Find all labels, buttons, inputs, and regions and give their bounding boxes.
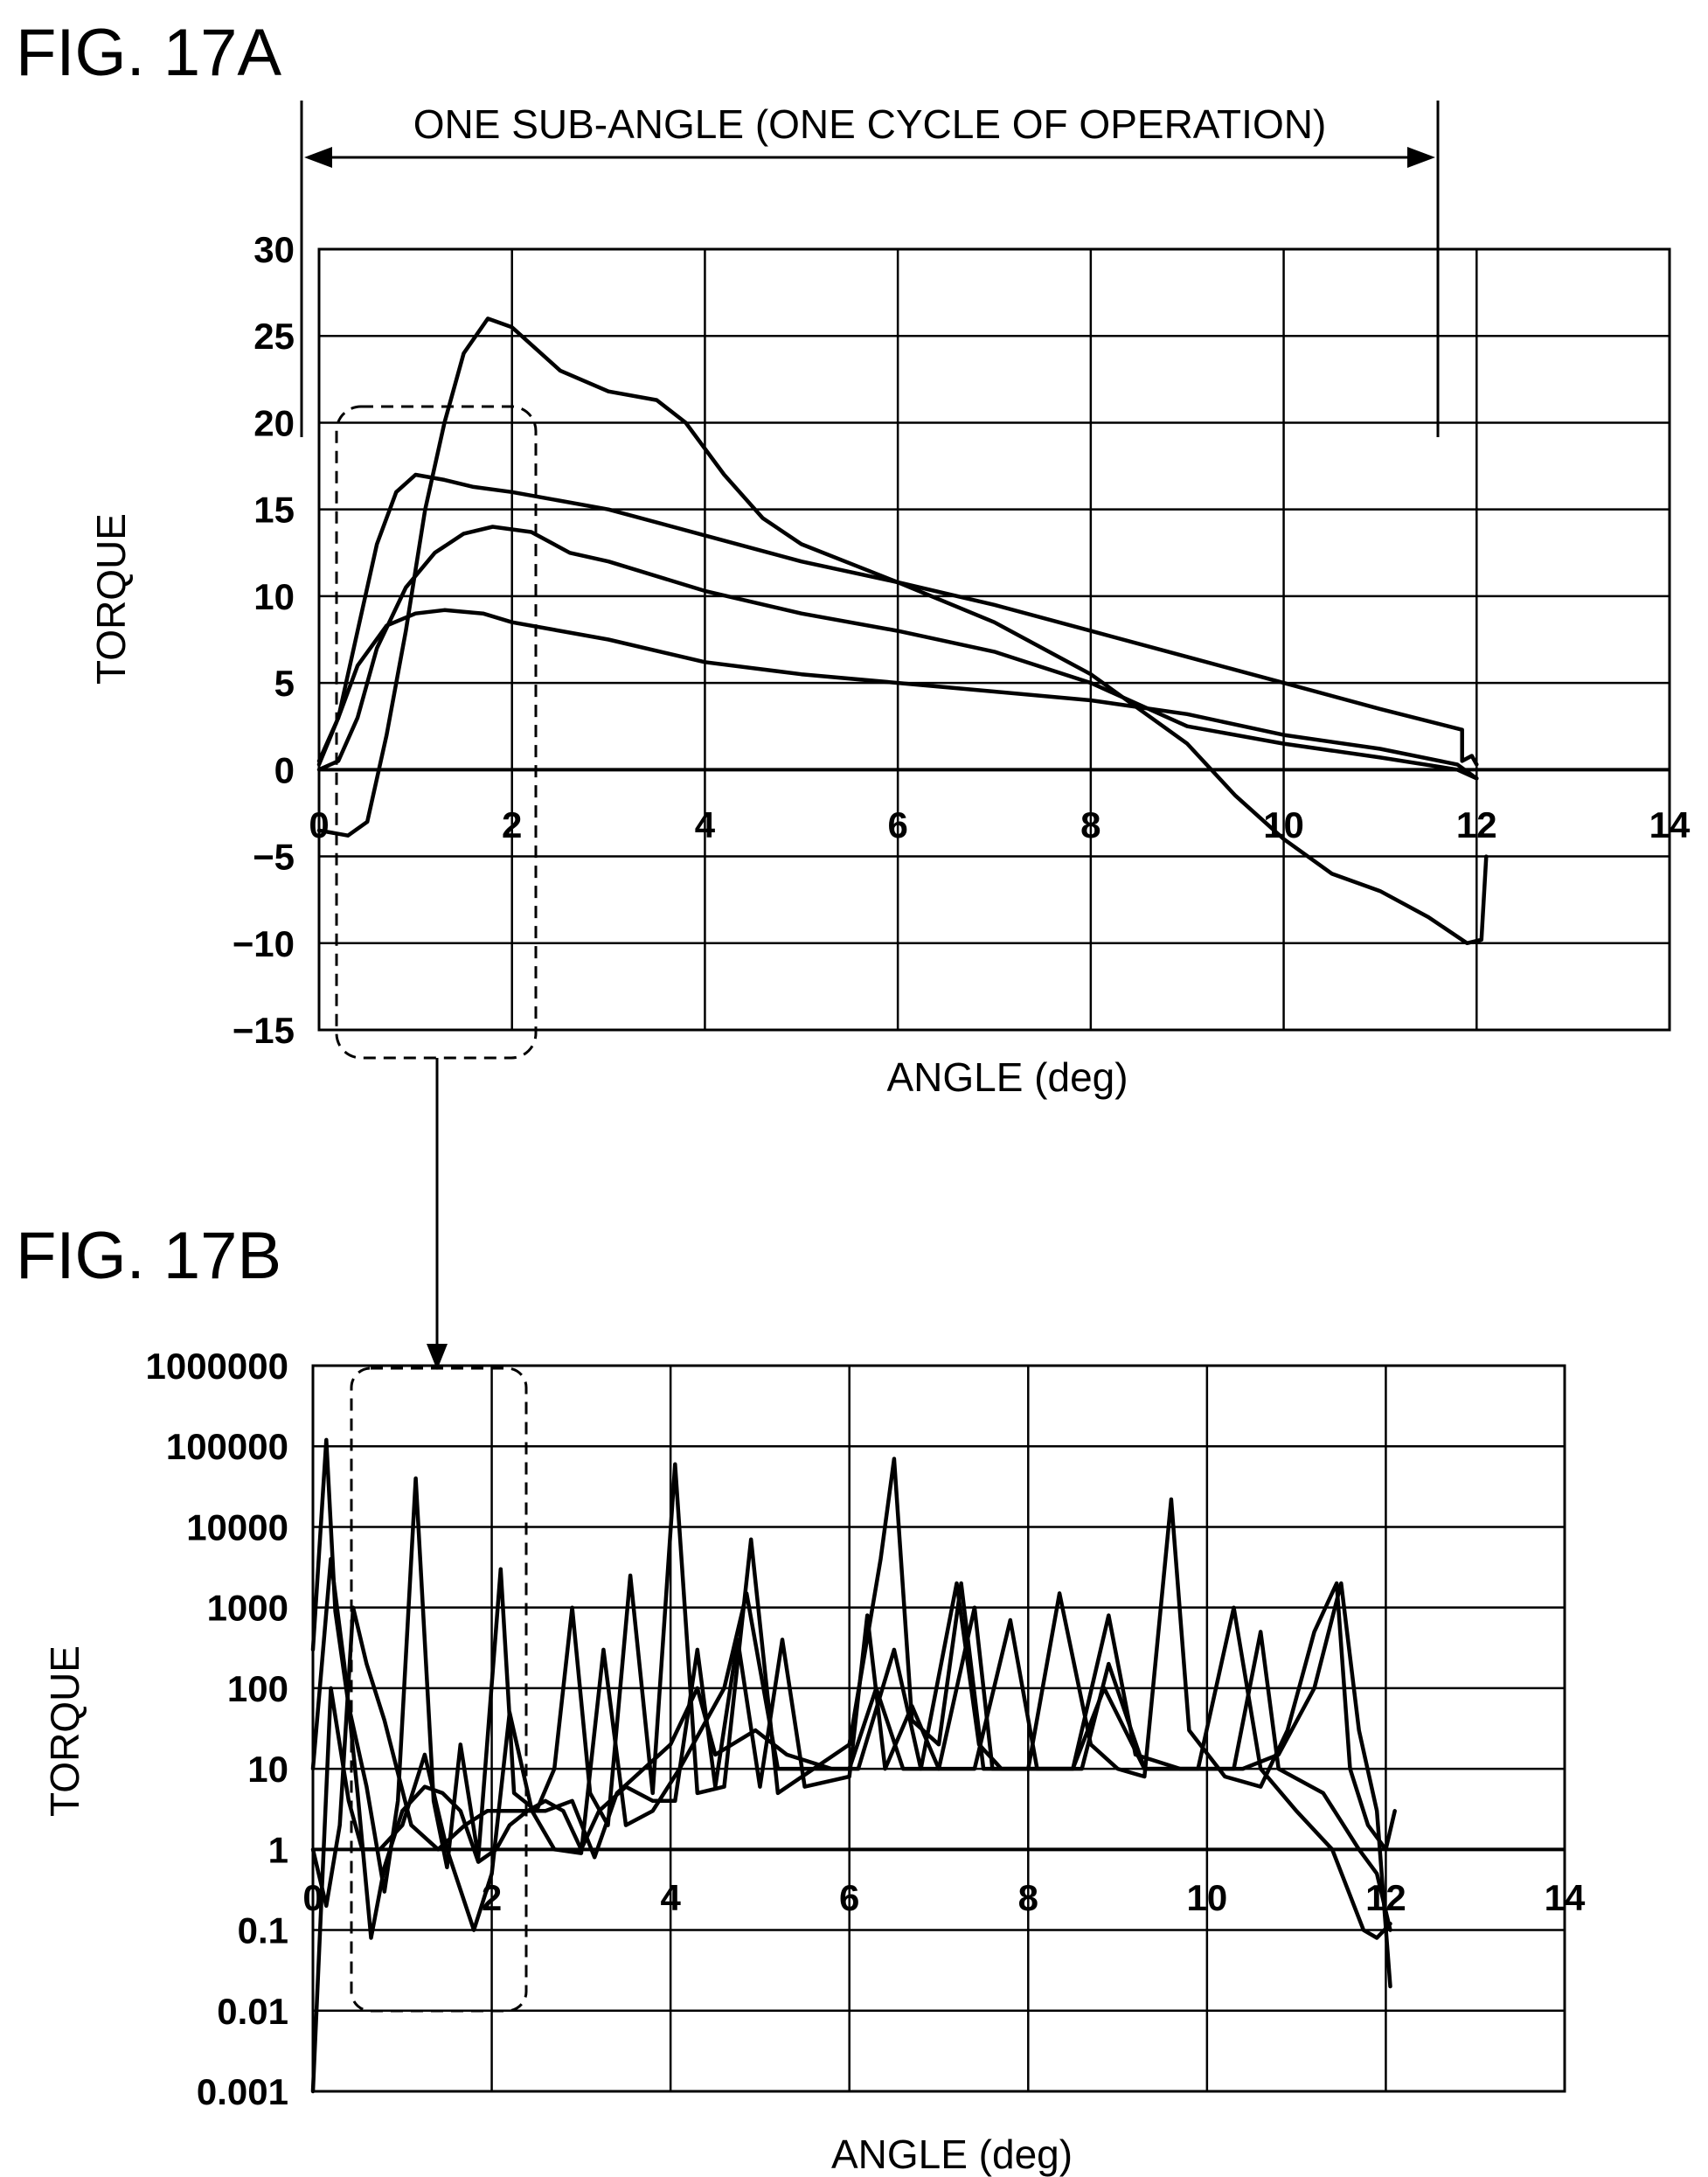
x-tick-label: 6 — [887, 804, 907, 845]
series-line-4 — [310, 1581, 1392, 2094]
y-tick-label: 10 — [253, 576, 295, 617]
zoom-connector-arrowhead — [427, 1344, 448, 1370]
y-tick-label: 30 — [253, 229, 295, 270]
x-tick-label: 6 — [839, 1877, 859, 1918]
y-tick-label: 5 — [274, 663, 295, 704]
y-axis-label: TORQUE — [88, 513, 134, 685]
y-tick-label: 0.01 — [217, 1991, 288, 2032]
x-tick-label: 0 — [302, 1877, 323, 1918]
y-tick-label: 10000 — [186, 1506, 288, 1548]
y-tick-label: 25 — [253, 316, 295, 357]
chart-fig-17b: 10000001000001000010001001010.10.010.001… — [42, 1346, 1586, 2177]
fig-17b-title: FIG. 17B — [16, 1219, 281, 1293]
sub-angle-arrow-left-head — [304, 147, 332, 168]
x-tick-label: 4 — [660, 1877, 681, 1918]
series-line-2 — [316, 472, 1479, 767]
sub-angle-arrow-right-head — [1407, 147, 1435, 168]
x-tick-label: 14 — [1649, 804, 1691, 845]
y-tick-label: 20 — [253, 402, 295, 443]
x-tick-label: 8 — [1080, 804, 1100, 845]
plot-frame — [317, 247, 1671, 1032]
y-tick-label: 0.1 — [238, 1910, 288, 1951]
y-tick-label: 1000 — [207, 1588, 288, 1629]
x-tick-label: 12 — [1456, 804, 1497, 845]
y-tick-label: 0.001 — [197, 2071, 288, 2112]
y-tick-label: 100000 — [166, 1426, 288, 1467]
plot-frame — [311, 1364, 1566, 2093]
x-tick-label: 10 — [1186, 1877, 1227, 1918]
zoom-region-box-b — [350, 1367, 528, 2013]
series-line-3 — [310, 1581, 1392, 1940]
y-tick-label: −15 — [233, 1010, 295, 1051]
fig-17a-title: FIG. 17A — [16, 16, 281, 90]
sub-angle-annotation: ONE SUB-ANGLE (ONE CYCLE OF OPERATION) — [413, 101, 1327, 147]
x-axis-label: ANGLE (deg) — [886, 1054, 1128, 1100]
y-tick-label: 10 — [247, 1749, 288, 1790]
x-tick-label: 0 — [309, 804, 329, 845]
y-tick-label: 1000000 — [145, 1346, 288, 1387]
y-tick-label: 1 — [268, 1829, 288, 1870]
y-axis-label: TORQUE — [42, 1645, 87, 1817]
series-line-1 — [310, 1437, 1397, 1894]
y-tick-label: 100 — [227, 1668, 288, 1709]
series-line-1 — [316, 316, 1489, 946]
y-tick-label: 15 — [253, 490, 295, 531]
x-tick-label: 4 — [695, 804, 716, 845]
series-line-4 — [316, 608, 1479, 781]
x-tick-label: 2 — [502, 804, 522, 845]
y-tick-label: −5 — [253, 837, 295, 878]
x-axis-label: ANGLE (deg) — [831, 2132, 1073, 2177]
y-tick-label: −10 — [233, 923, 295, 964]
x-tick-label: 14 — [1545, 1877, 1586, 1918]
y-tick-label: 0 — [274, 749, 295, 790]
x-tick-label: 8 — [1018, 1877, 1038, 1918]
zoom-region-box-a — [335, 405, 538, 1060]
